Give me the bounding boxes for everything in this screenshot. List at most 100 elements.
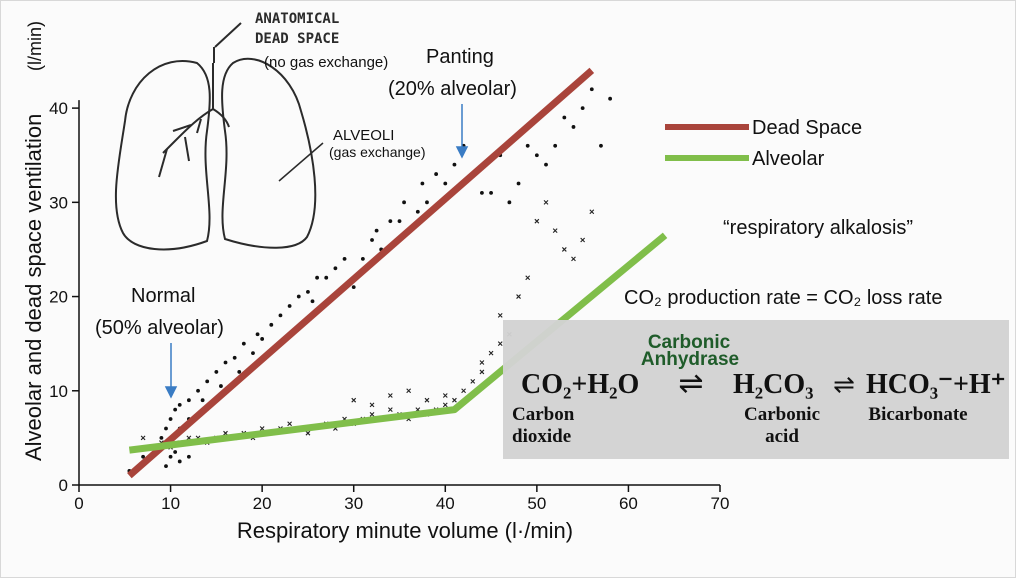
dead-space-data-point	[608, 96, 613, 101]
dead-space-data-point	[315, 275, 319, 280]
dead-space-data-point	[480, 191, 484, 195]
dead-space-data-point	[420, 181, 425, 186]
dead-space-data-point	[237, 370, 242, 374]
dead-space-data-point	[310, 299, 315, 304]
dead-space-data-point	[223, 360, 228, 365]
plot-area: 0 10 20 30 40 50 60 70 0 10 20 30 40	[49, 67, 730, 513]
alveolar-data-point	[442, 393, 448, 398]
gas-exchange-label: (gas exchange)	[329, 144, 426, 160]
equation-intermediate: H₂CO₃	[733, 369, 814, 400]
y-tick-label: 40	[49, 99, 68, 118]
co2-rate-label: CO₂ production rate = CO₂ loss rate	[624, 287, 942, 309]
y-tick-label: 0	[59, 476, 68, 495]
y-axis-label: Alveolar and dead space ventilation	[21, 114, 46, 461]
dead-space-data-point	[507, 200, 512, 205]
x-tick-label: 40	[436, 494, 455, 513]
dead-space-data-point	[388, 219, 393, 224]
normal-label: Normal	[131, 285, 195, 307]
dead-space-data-point	[306, 289, 310, 294]
dead-space-data-point	[571, 125, 576, 129]
x-tick-label: 60	[619, 494, 638, 513]
y-tick-label: 20	[49, 288, 68, 307]
dead-space-data-point	[214, 370, 219, 374]
alveolar-data-point	[287, 421, 293, 427]
dead-space-data-point	[534, 153, 539, 158]
dead-space-data-point	[425, 200, 429, 205]
alveolar-data-point	[497, 341, 503, 347]
x-tick-label: 20	[253, 494, 272, 513]
x-tick-label: 0	[74, 494, 83, 513]
carbonic-anhydrase-equation-box: Carbonic Anhydrase CO₂+H₂O ⇌ H₂CO₃ ⇌ HCO…	[503, 320, 1009, 459]
dead-space-data-point	[374, 228, 379, 233]
dead-space-data-point	[324, 275, 329, 280]
alveolar-data-point	[369, 402, 375, 408]
x-tick-label: 50	[527, 494, 546, 513]
dead-space-data-point	[397, 219, 402, 224]
alveolar-data-point	[543, 199, 549, 205]
alveolar-data-point	[488, 350, 494, 356]
dead-space-data-point	[269, 322, 274, 327]
anatomical-dead-space-label-2: DEAD SPACE	[255, 31, 339, 47]
dead-space-data-point	[516, 181, 521, 186]
equation-arrow-2: ⇌	[833, 369, 855, 399]
alveolar-trend-line	[128, 232, 668, 454]
dead-space-data-point	[196, 388, 200, 393]
dead-space-data-point	[251, 351, 255, 355]
enzyme-label-2: Anhydrase	[641, 349, 739, 370]
dead-space-data-point	[360, 256, 365, 261]
carbonic-acid-label-2: acid	[765, 426, 799, 447]
alveolar-data-point	[589, 209, 595, 215]
dead-space-data-point	[562, 115, 567, 120]
alveolar-data-point	[369, 411, 375, 417]
anatomical-dead-space-label-1: ANATOMICAL	[255, 11, 339, 27]
dead-space-data-point	[141, 454, 146, 459]
dead-space-data-point	[241, 341, 246, 346]
dead-space-data-point	[177, 403, 182, 407]
respiratory-alkalosis-label: “respiratory alkalosis”	[723, 217, 913, 239]
y-axis-unit: (l/min)	[25, 21, 45, 71]
x-tick-label: 30	[344, 494, 363, 513]
alveolar-data-point	[580, 237, 586, 243]
dead-space-data-point	[553, 143, 558, 148]
alveolar-data-point	[479, 360, 485, 365]
alveolar-data-point	[561, 247, 567, 252]
dead-space-data-point	[232, 355, 237, 360]
x-tick-label: 70	[711, 494, 730, 513]
alveolar-data-point	[534, 218, 540, 224]
dead-space-data-point	[489, 191, 493, 195]
dead-space-data-point	[402, 200, 406, 205]
alveolar-data-point	[387, 407, 393, 413]
alveolar-data-point	[387, 393, 393, 398]
dead-space-data-point	[168, 454, 173, 459]
x-axis-label: Respiratory minute volume (l·/min)	[237, 518, 573, 543]
alveolar-data-point	[479, 369, 485, 375]
alveolar-data-point	[470, 378, 476, 384]
dead-space-data-point	[434, 172, 439, 176]
y-tick-label: 10	[49, 382, 68, 401]
alveoli-label: ALVEOLI	[333, 127, 394, 144]
dead-space-data-point	[452, 162, 457, 167]
alveolar-data-point	[497, 313, 503, 318]
alveolar-data-point	[305, 430, 311, 436]
dead-space-data-point	[168, 417, 173, 421]
x-tick-label: 10	[161, 494, 180, 513]
alveolar-data-point	[516, 294, 521, 299]
dead-space-trend-line	[127, 67, 595, 479]
enzyme-label-1: Carbonic	[648, 332, 731, 353]
legend: Dead Space Alveolar	[665, 117, 862, 170]
alveolar-data-point	[259, 426, 265, 431]
dead-space-data-point	[278, 313, 283, 318]
dead-space-data-point	[164, 464, 168, 469]
dead-space-data-point	[164, 426, 168, 431]
alveolar-data-point	[351, 397, 357, 403]
dead-space-data-point	[296, 294, 301, 299]
dead-space-data-point	[370, 238, 374, 242]
alveolar-data-point	[552, 228, 558, 233]
alveolar-data-point	[525, 275, 531, 281]
alveolar-data-point	[406, 388, 412, 394]
dead-space-data-point	[287, 304, 292, 308]
dead-space-data-point	[415, 209, 420, 214]
alveolar-data-point	[461, 388, 466, 394]
dead-space-data-point	[342, 256, 347, 261]
